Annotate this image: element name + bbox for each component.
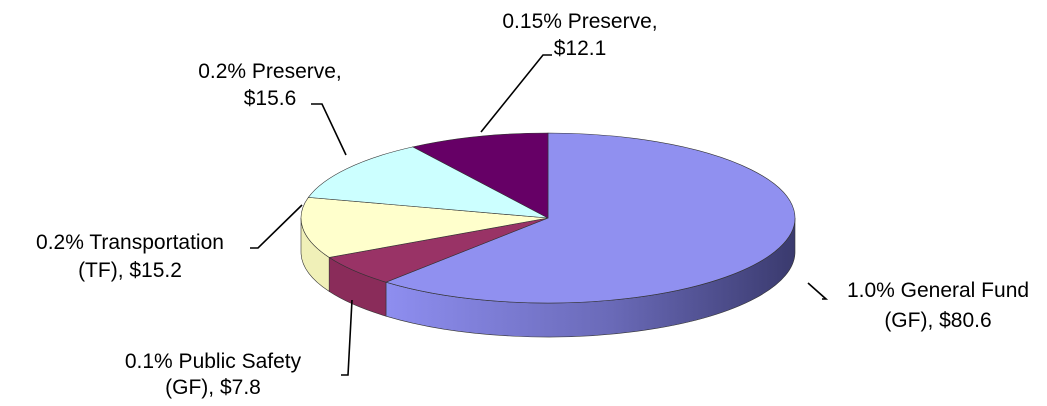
leader-line-5 [480,54,552,133]
slice-label-2-value: (GF), $7.8 [165,376,261,399]
leader-line-1 [807,282,829,300]
slice-label-2-name: 0.1% Public Safety [125,350,302,373]
leader-line-2 [341,299,353,376]
slice-label-5-name: 0.15% Preserve, [502,10,657,33]
slice-top-3 [300,197,549,258]
slice-label-1-name: 1.0% General Fund [847,279,1029,302]
slice-label-5-value: $12.1 [554,37,607,60]
slice-label-3-value: (TF), $15.2 [78,259,182,282]
pie-slices [300,132,796,338]
slice-label-4-name: 0.2% Preserve, [198,60,342,83]
leader-line-3 [250,204,303,249]
slice-label-4-value: $15.6 [244,87,297,110]
leader-lines [250,54,829,376]
slice-label-3-name: 0.2% Transportation [36,231,224,254]
slice-top-1 [385,132,796,304]
slice-top-5 [411,132,549,219]
leader-line-4 [311,103,347,156]
slice-labels: 1.0% General Fund (GF), $80.6 0.1% Public … [36,10,1029,399]
slice-top-4 [307,146,549,219]
slice-label-1-value: (GF), $80.6 [884,309,991,332]
